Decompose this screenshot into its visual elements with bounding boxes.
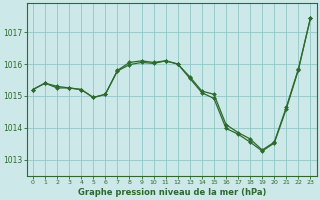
X-axis label: Graphe pression niveau de la mer (hPa): Graphe pression niveau de la mer (hPa) [77, 188, 266, 197]
